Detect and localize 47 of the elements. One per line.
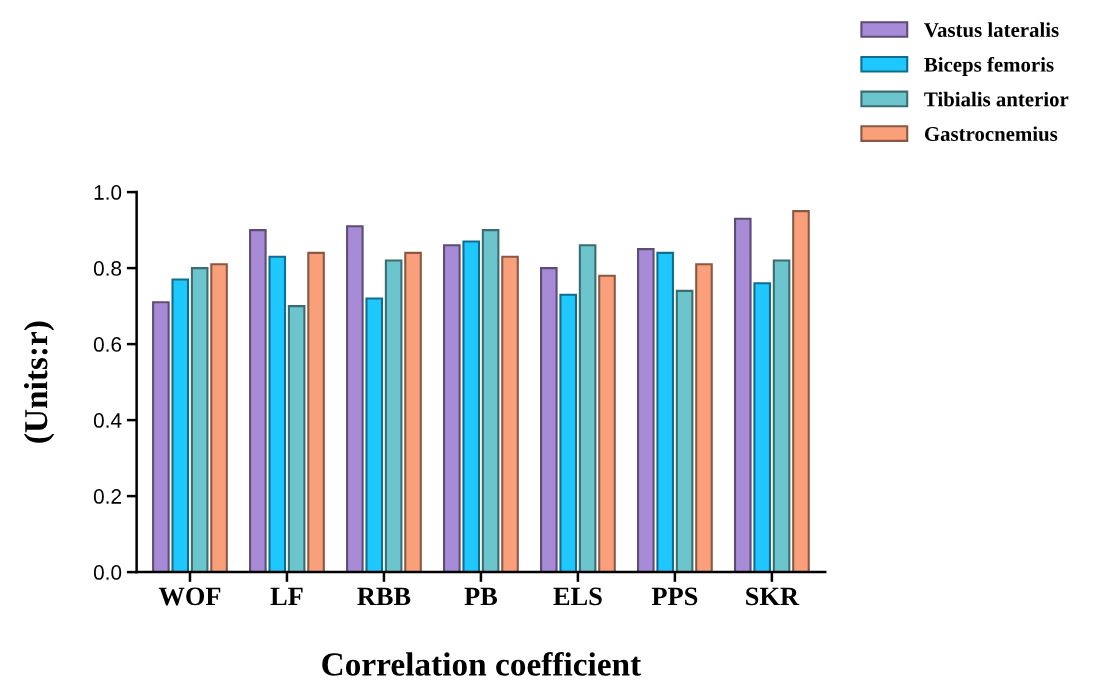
bar	[287, 305, 306, 573]
bar	[210, 263, 228, 573]
x-tick-label: PPS	[651, 587, 698, 606]
bar	[481, 229, 500, 573]
bar	[753, 282, 771, 573]
bar	[656, 251, 674, 573]
bar	[171, 278, 190, 573]
x-tick-label: RBB	[357, 587, 411, 606]
bar	[268, 255, 287, 573]
bar	[443, 244, 461, 573]
y-tick-label: 1.0	[94, 185, 122, 200]
x-tick-label: WOF	[158, 587, 221, 606]
bar	[695, 263, 713, 573]
bar	[598, 274, 616, 573]
bar	[578, 244, 597, 573]
y-tick-label: 0.4	[93, 413, 122, 428]
bar	[675, 289, 694, 573]
bar	[792, 210, 810, 573]
bar	[346, 225, 364, 573]
legend-label: Biceps femoris	[924, 56, 1054, 76]
bar	[559, 293, 577, 573]
bar	[540, 267, 558, 573]
bar	[190, 267, 209, 573]
bar	[636, 248, 655, 573]
bar	[384, 259, 403, 573]
bar	[404, 251, 422, 573]
x-tick-label: SKR	[746, 587, 800, 606]
bar	[501, 255, 519, 573]
bar	[365, 297, 384, 573]
legend-label: Gastrocnemius	[924, 126, 1058, 142]
bar	[462, 240, 481, 573]
legend-label: Vastus lateralis	[924, 22, 1059, 38]
y-tick-label: 0.6	[93, 337, 122, 352]
bar	[249, 229, 267, 573]
x-tick-label: PB	[464, 587, 498, 606]
y-tick-label: 0.8	[93, 261, 122, 276]
x-tick-label: ELS	[553, 587, 602, 606]
legend-label: Tibialis anterior	[924, 91, 1069, 107]
bar	[152, 301, 170, 573]
x-axis-title: Correlation coefficient	[322, 651, 642, 676]
y-tick-label: 0.0	[93, 565, 122, 580]
y-axis-title: (Units:r)	[23, 321, 55, 443]
bar	[733, 217, 752, 573]
bar	[307, 251, 325, 573]
bar	[772, 259, 791, 573]
y-tick-label: 0.2	[93, 489, 121, 504]
x-tick-label: LF	[270, 587, 303, 606]
